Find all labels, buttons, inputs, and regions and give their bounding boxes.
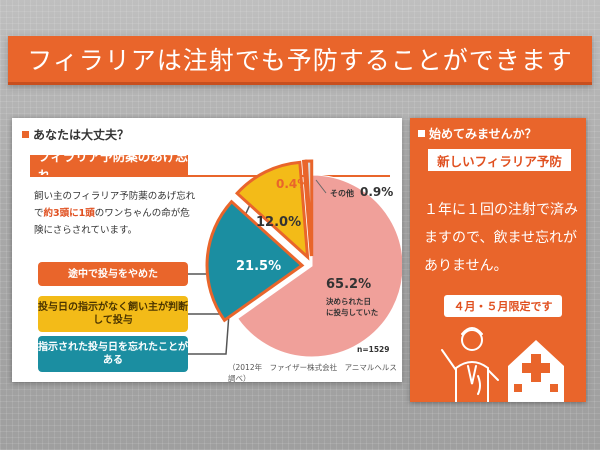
survey-section-heading: あなたは大丈夫？ [22,126,129,143]
pie-slice-caption: 決められた日 [326,296,371,306]
bullet-square-icon [22,131,29,138]
pie-slice [304,159,314,257]
promo-illustration [441,327,564,402]
other-pointer-line [315,179,327,194]
promo-body: １年に１回の注射で済みますので、飲ませ忘れがありません。 [424,202,578,274]
doctor-illustration-icon [441,327,499,402]
pie-slice [205,199,305,323]
pie-value-label: 12.0% [256,215,301,230]
promo-section-heading: 始めてみませんか？ [418,125,537,142]
survey-description: 飼い主のフィラリア予防薬のあげ忘れで約3頭に1頭のワンちゃんの命が危険にさらされ… [34,191,196,236]
source-note: （2012年 ファイザー株式会社 アニマルヘルス調べ） [228,363,397,383]
other-label: その他 [330,188,354,198]
pie-slices [205,159,402,358]
pie-value-label: 0.9% [360,185,393,199]
bullet-square-icon [418,130,425,137]
highlight-ratio: 約3頭に1頭 [43,208,95,219]
page-title-banner: フィラリアは注射でも予防することができます [8,36,592,85]
survey-card: あなたは大丈夫？ フィラリア予防薬のあげ忘れ 飼い主のフィラリア予防薬のあげ忘れ… [12,118,402,383]
promo-card: 始めてみませんか？ 新しいフィラリア予防 １年に１回の注射で済みますので、飲ませ… [410,118,586,402]
pie-value-label: 21.5% [236,259,281,274]
pie-slice [234,160,310,261]
sample-size: n=1529 [357,345,390,354]
pie-slice-caption: に投与していた [326,307,378,317]
promo-badge: 新しいフィラリア予防 [428,149,571,171]
pie-value-label: 65.2% [326,277,371,292]
page-title: フィラリアは注射でも予防することができます [27,46,573,75]
legend-owner-judged: 投与日の指示がなく飼い主が判断して投与 [38,296,188,332]
legend-forgot: 指示された投与日を忘れたことがある [38,336,188,372]
divider [30,175,390,177]
limited-period-badge: ４月・５月限定です [444,295,562,317]
pie-value-label: 0.4% [276,177,309,191]
legend-stopped: 途中で投与をやめた [38,262,188,286]
pie-slice [237,174,402,358]
hospital-icon [508,340,564,402]
